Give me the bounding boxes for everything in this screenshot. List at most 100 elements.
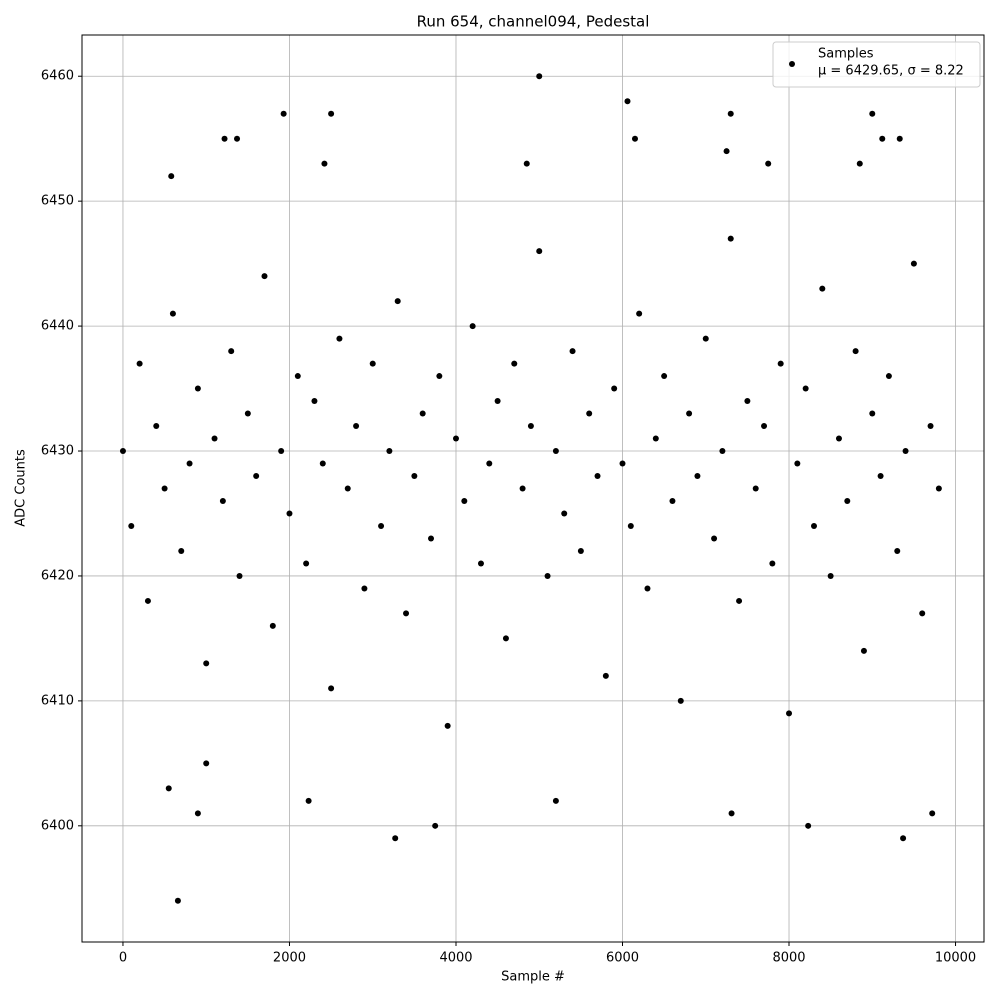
point [361,585,368,592]
point [511,360,518,367]
point [619,460,626,467]
point [303,560,310,567]
point [869,410,876,417]
point [321,160,328,167]
point [280,110,287,117]
point [661,373,668,380]
point [186,460,193,467]
point [436,373,443,380]
point [702,335,709,342]
point [136,360,143,367]
point [128,522,135,529]
point [694,473,701,480]
x-tick-label: 2000 [273,951,306,966]
point [494,398,501,405]
x-tick-label: 4000 [439,951,472,966]
point [627,522,634,529]
point [168,173,175,180]
point [929,810,936,817]
point [161,485,168,492]
point [523,160,530,167]
point [852,348,859,355]
point [253,473,260,480]
x-tick-label: 0 [119,951,127,966]
x-axis-label: Sample # [501,970,565,985]
point [278,448,285,455]
point [311,398,318,405]
point [877,473,884,480]
x-tick-label: 10000 [935,951,976,966]
point [677,697,684,704]
point [194,810,201,817]
point [736,597,743,604]
point [452,435,459,442]
y-axis-label: ADC Counts [14,449,29,527]
point [328,685,335,692]
point [686,410,693,417]
point [194,385,201,392]
point [624,98,631,105]
point [165,785,172,792]
y-tick-label: 6420 [41,568,74,583]
point [727,235,734,242]
point [894,547,901,554]
point [552,448,559,455]
point [411,473,418,480]
point [261,273,268,280]
point [910,260,917,267]
point [869,110,876,117]
point [203,760,210,767]
point [144,597,151,604]
point [219,497,226,504]
point [594,473,601,480]
point [419,410,426,417]
point [719,448,726,455]
y-tick-label: 6410 [41,693,74,708]
point [752,485,759,492]
point [392,835,399,842]
point [602,672,609,679]
y-tick-label: 6450 [41,194,74,209]
legend-box [772,41,981,88]
point [652,435,659,442]
point [378,522,385,529]
legend: Samples μ = 6429.65, σ = 8.22 [772,41,981,88]
point [879,135,886,142]
y-tick-label: 6430 [41,444,74,459]
legend-marker [789,61,795,67]
point [444,722,451,729]
point [885,373,892,380]
point [394,298,401,305]
point [527,423,534,430]
point [174,897,181,904]
point [461,497,468,504]
point [228,348,235,355]
y-tick-label: 6400 [41,818,74,833]
y-tick-label: 6460 [41,69,74,84]
point [477,560,484,567]
point [769,560,776,567]
point [744,398,751,405]
x-tick-label: 6000 [606,951,639,966]
point [786,710,793,717]
point [502,635,509,642]
point [835,435,842,442]
point [935,485,942,492]
point [631,135,638,142]
point [169,310,176,317]
point [203,660,210,667]
point [544,572,551,579]
point [794,460,801,467]
point [569,348,576,355]
point [636,310,643,317]
point [727,110,734,117]
point [577,547,584,554]
point [244,410,251,417]
point [919,610,926,617]
point [369,360,376,367]
point [305,797,312,804]
point [486,460,493,467]
point [860,647,867,654]
